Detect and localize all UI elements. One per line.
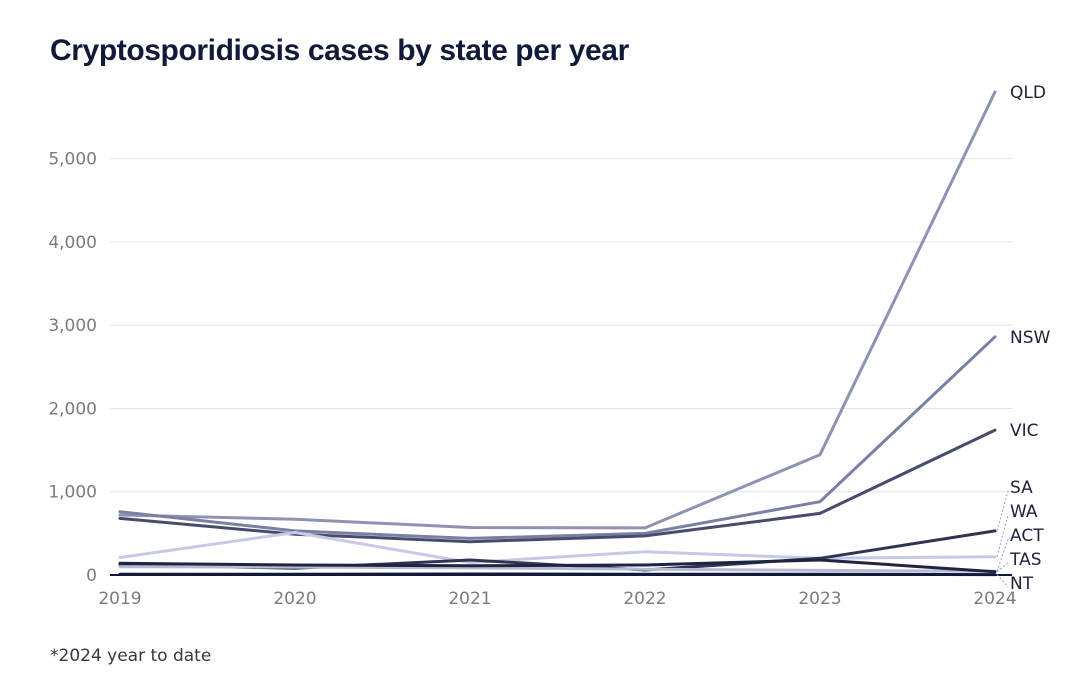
series-line-act xyxy=(118,565,997,573)
series-labels: QLD NSW VIC SA WA ACT TAS NT xyxy=(996,83,1051,594)
y-tick-label: 1,000 xyxy=(48,483,97,503)
series-label-nsw: NSW xyxy=(1010,328,1051,348)
label-leader xyxy=(996,538,1009,572)
x-tick-label: 2023 xyxy=(798,589,841,609)
x-tick-label: 2024 xyxy=(973,589,1016,609)
series-label-qld: QLD xyxy=(1010,83,1046,103)
series-label-vic: VIC xyxy=(1010,421,1039,441)
series-line-tas xyxy=(118,558,997,574)
y-tick-label: 4,000 xyxy=(48,233,97,253)
label-leader xyxy=(996,490,1009,531)
label-leader xyxy=(996,574,1009,588)
label-leader xyxy=(996,514,1009,557)
gridlines xyxy=(110,158,1012,493)
series-label-sa: SA xyxy=(1010,478,1033,498)
x-tick-label: 2022 xyxy=(623,589,666,609)
x-axis-ticks: 2019 2020 2021 2022 2023 2024 xyxy=(98,589,1016,609)
y-tick-label: 2,000 xyxy=(48,399,97,419)
y-tick-label: 3,000 xyxy=(48,316,97,336)
series-line-qld xyxy=(118,90,997,530)
series-line-nsw xyxy=(118,335,997,540)
series-lines xyxy=(118,90,997,577)
series-label-tas: TAS xyxy=(1009,550,1042,570)
series-label-act: ACT xyxy=(1010,526,1044,546)
series-line-wa xyxy=(118,531,997,564)
x-tick-label: 2020 xyxy=(273,589,316,609)
x-tick-label: 2019 xyxy=(98,589,141,609)
chart-title: Cryptosporidiosis cases by state per yea… xyxy=(50,34,629,67)
x-tick-label: 2021 xyxy=(448,589,491,609)
series-line-vic xyxy=(118,428,997,544)
series-label-nt: NT xyxy=(1010,574,1034,594)
series-label-wa: WA xyxy=(1010,502,1038,522)
y-tick-label: 5,000 xyxy=(48,150,97,170)
footnote: *2024 year to date xyxy=(50,646,212,666)
y-axis-ticks: 0 1,000 2,000 3,000 4,000 5,000 xyxy=(48,150,97,586)
y-tick-label: 0 xyxy=(86,566,97,586)
